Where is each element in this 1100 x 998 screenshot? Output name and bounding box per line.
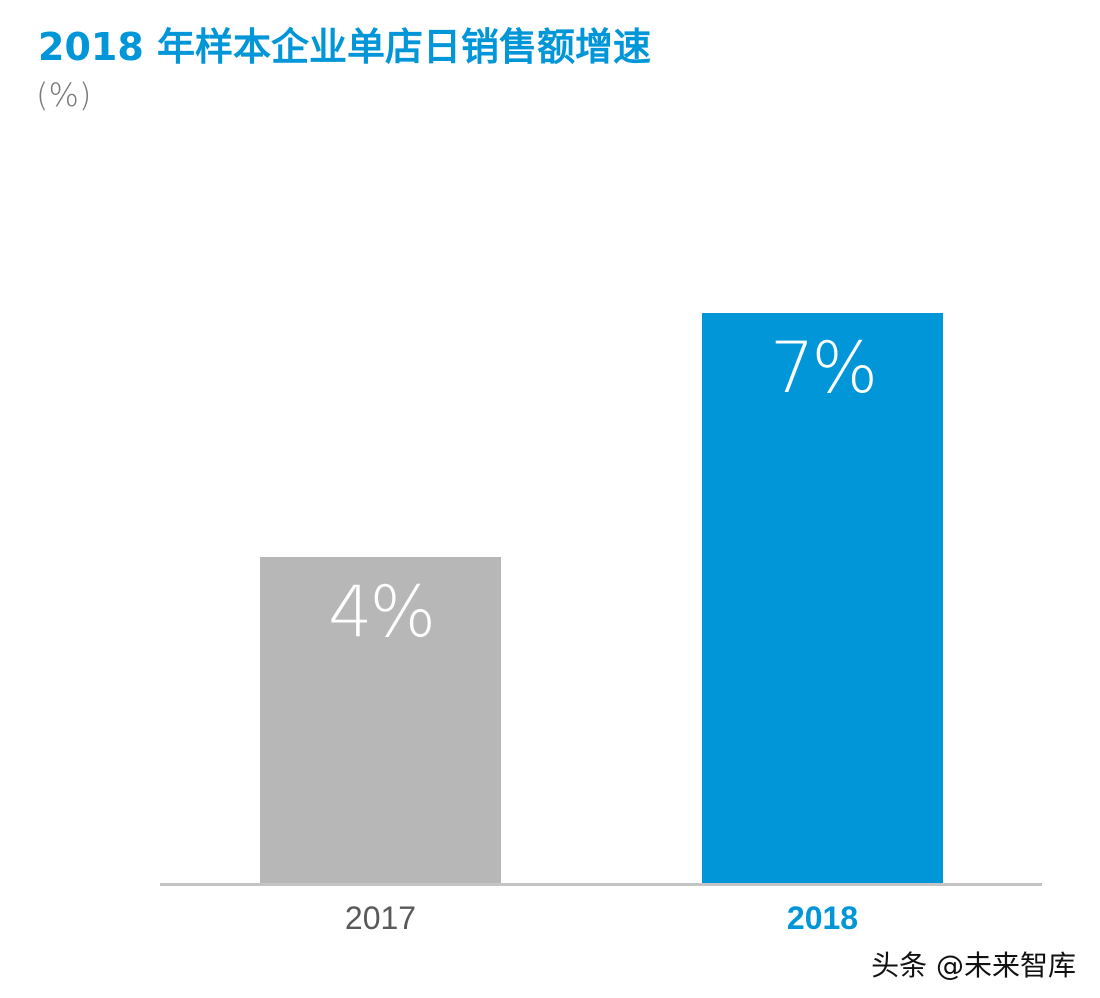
data-label: 4% <box>327 571 436 653</box>
bar-2017: 4% <box>260 557 501 883</box>
bar-2018: 7% <box>702 312 943 883</box>
data-label: 7% <box>769 326 878 409</box>
x-tick-label: 2018 <box>786 900 859 936</box>
chart-title: 2018 年样本企业单店日销售额增速 <box>38 25 651 69</box>
x-tick-label: 2017 <box>344 900 417 936</box>
chart-unit: (%) <box>36 76 92 114</box>
watermark: 头条 @未来智库 <box>871 949 1076 982</box>
x-axis-line <box>160 883 1042 886</box>
